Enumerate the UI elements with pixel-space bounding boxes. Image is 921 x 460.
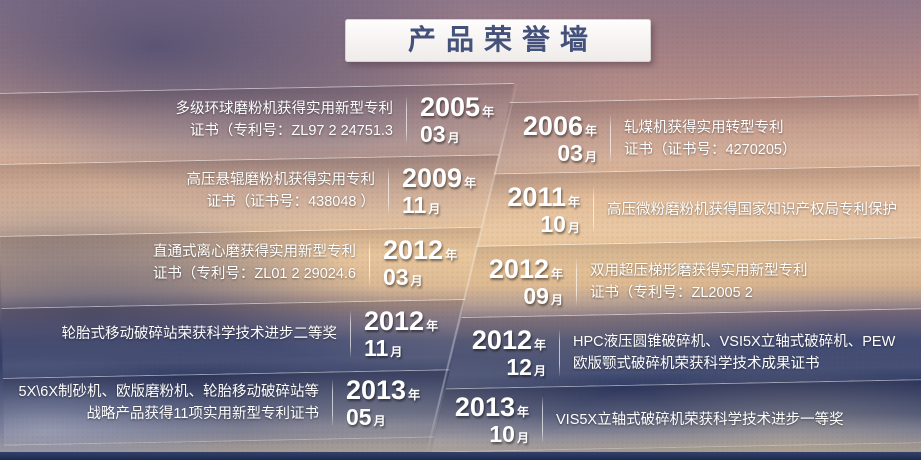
- honor-entry-text: 轮胎式移动破碎站荣获科学技术进步二等奖: [61, 326, 338, 342]
- entry-divider: [542, 397, 543, 443]
- honor-entry-text: 高压悬辊磨粉机获得实用专利 证书（证书号：438048 ）: [186, 172, 376, 210]
- honor-entry-text: 高压微粉磨粉机获得国家知识产权局专利保护: [607, 202, 897, 218]
- page-title: 产品荣誉墙: [345, 19, 651, 62]
- entry-year: 2012 年: [488, 253, 563, 284]
- entry-date: 2005 年 03 月: [420, 91, 500, 147]
- entry-month: 03 月: [420, 120, 460, 147]
- honor-entry: 2012 年 12 月 HPC液压圆锥破碎机、VSI5X立轴式破碎机、PEW 欧版颚…: [466, 317, 917, 388]
- entry-month: 11 月: [402, 192, 441, 219]
- entry-date: 2012 年 11 月: [364, 306, 444, 362]
- entry-date: 2013 年 05 月: [346, 375, 426, 431]
- entry-year: 2012 年: [383, 235, 458, 265]
- entry-month: 11 月: [364, 335, 403, 362]
- honor-entry-text: 双用超压梯形磨获得实用新型专利 证书（专利号：ZL2005 2: [590, 262, 808, 301]
- honor-entry: 轮胎式移动破碎站荣获科学技术进步二等奖 2012 年 11 月: [0, 299, 444, 369]
- entry-year: 2009 年: [402, 163, 477, 193]
- entry-divider: [610, 115, 611, 162]
- honor-entry-text: 5X\6X制砂机、欧版磨粉机、轮胎移动破碎站等 战略产品获得11项实用新型专利证…: [18, 384, 320, 422]
- entry-year: 2013 年: [454, 392, 529, 422]
- entry-year: 2005 年: [420, 91, 495, 122]
- entry-year: 2006 年: [522, 110, 597, 141]
- honor-entry: 多级环球磨粉机获得实用新型专利 证书（专利号：ZL97 2 24751.3 20…: [0, 84, 500, 155]
- entry-year: 2011 年: [507, 182, 580, 212]
- entry-divider: [559, 329, 560, 376]
- honor-entry: 2011 年 10 月 高压微粉磨粉机获得国家知识产权局专利保护: [500, 174, 917, 246]
- honor-entry: 2006 年 03 月 轧煤机获得实用转型专利 证书（证书号：4270205）: [517, 103, 915, 174]
- entry-divider: [332, 380, 333, 426]
- entry-month: 03 月: [557, 139, 597, 166]
- honor-entry-text: 多级环球磨粉机获得实用新型专利 证书（专利号：ZL97 2 24751.3: [175, 100, 394, 139]
- entry-divider: [350, 311, 351, 357]
- entry-divider: [593, 187, 594, 233]
- entry-date: 2011 年 10 月: [500, 182, 580, 238]
- bottom-strip: [0, 452, 921, 460]
- entry-month: 03 月: [383, 264, 423, 291]
- entry-divider: [369, 240, 370, 286]
- entry-year: 2013 年: [346, 375, 421, 405]
- honor-entry: 2012 年 09 月 双用超压梯形磨获得实用新型专利 证书（专利号：ZL2005 …: [483, 246, 917, 317]
- honor-entry: 5X\6X制砂机、欧版磨粉机、轮胎移动破碎站等 战略产品获得11项实用新型专利证…: [0, 369, 426, 437]
- entry-date: 2012 年 03 月: [383, 235, 463, 291]
- honor-entry: 高压悬辊磨粉机获得实用专利 证书（证书号：438048 ） 2009 年 11 月: [0, 155, 482, 227]
- entry-date: 2012 年 09 月: [483, 253, 563, 309]
- honor-entry: 直通式离心磨获得实用新型专利 证书（专利号：ZL01 2 29024.6 201…: [0, 227, 463, 299]
- entry-divider: [388, 168, 389, 214]
- entry-year: 2012 年: [471, 324, 546, 355]
- entry-divider: [576, 258, 577, 305]
- entry-date: 2012 年 12 月: [466, 324, 546, 380]
- entry-year: 2012 年: [364, 306, 439, 336]
- page-title-text: 产品荣誉墙: [407, 25, 598, 56]
- entry-divider: [406, 96, 407, 143]
- entry-month: 05 月: [346, 404, 386, 431]
- entry-date: 2006 年 03 月: [517, 110, 597, 166]
- honor-entry-text: VIS5X立轴式破碎机荣获科学技术进步一等奖: [556, 412, 844, 428]
- entry-month: 12 月: [506, 353, 546, 380]
- honor-entry-text: 直通式离心磨获得实用新型专利 证书（专利号：ZL01 2 29024.6: [152, 244, 356, 282]
- honor-entry-text: 轧煤机获得实用转型专利 证书（证书号：4270205）: [624, 119, 797, 158]
- entry-month: 09 月: [523, 282, 563, 309]
- entry-month: 10 月: [489, 421, 529, 448]
- entry-date: 2013 年 10 月: [449, 392, 529, 448]
- honor-entry: 2013 年 10 月 VIS5X立轴式破碎机荣获科学技术进步一等奖: [449, 388, 917, 452]
- entry-month: 10 月: [540, 211, 580, 238]
- honor-entry-text: HPC液压圆锥破碎机、VSI5X立轴式破碎机、PEW 欧版颚式破碎机荣获科学技术…: [573, 333, 896, 372]
- entry-date: 2009 年 11 月: [402, 163, 482, 219]
